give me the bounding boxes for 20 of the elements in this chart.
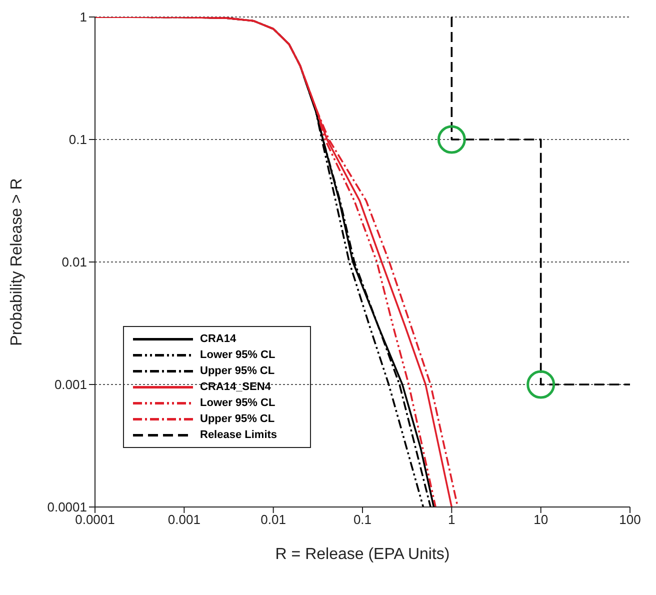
legend-label: CRA14: [200, 333, 236, 345]
x-tick-label: 1: [448, 512, 456, 528]
y-tick-label: 0.1: [68, 132, 87, 148]
x-axis-title: R = Release (EPA Units): [275, 546, 450, 563]
legend-label: Lower 95% CL: [200, 397, 276, 409]
legend-label: Upper 95% CL: [200, 365, 275, 377]
y-tick-label: 0.0001: [47, 500, 87, 515]
y-tick-label: 0.01: [62, 254, 87, 270]
y-tick-label: 0.001: [54, 377, 87, 392]
legend-label: Lower 95% CL: [200, 349, 276, 361]
y-axis-title: Probability Release > R: [8, 178, 26, 346]
y-tick-label: 1: [80, 10, 87, 25]
legend-label: Release Limits: [200, 429, 278, 441]
x-tick-label: 0.1: [353, 512, 372, 528]
x-tick-label: 0.01: [260, 512, 286, 528]
x-tick-label: 0.001: [168, 512, 200, 528]
x-tick-label: 10: [534, 512, 548, 528]
x-tick-label: 100: [619, 512, 641, 528]
legend-label: CRA14_SEN4: [200, 381, 271, 393]
legend-label: Upper 95% CL: [200, 413, 275, 425]
